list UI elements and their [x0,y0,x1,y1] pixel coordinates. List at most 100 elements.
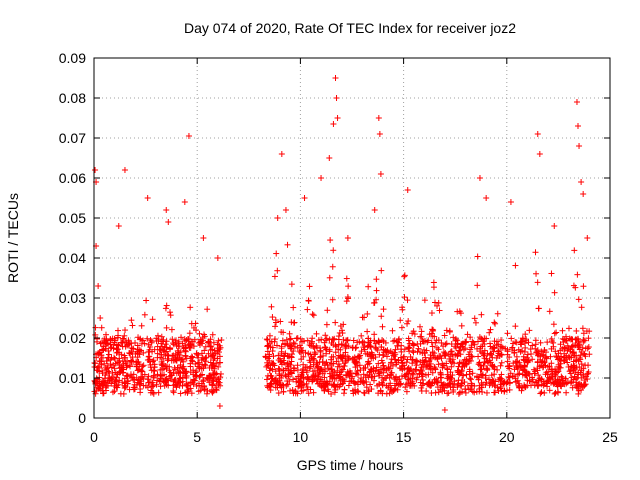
data-point [265,384,272,391]
data-point [375,338,382,345]
data-point [310,312,317,319]
data-point [349,344,356,351]
data-point [422,371,429,378]
data-point [116,355,123,362]
data-point [576,354,583,361]
data-point [127,350,134,357]
data-point [267,380,274,387]
data-point [442,350,449,357]
data-point [333,358,340,365]
data-point [197,336,204,343]
data-point [379,323,386,330]
data-point [469,338,476,345]
data-point [438,339,445,346]
data-point [462,360,469,367]
data-point [391,375,398,382]
data-point [286,377,293,384]
data-point [571,352,578,359]
data-point [291,365,298,372]
data-point [192,320,199,327]
data-point [574,271,581,278]
data-point [174,364,181,371]
data-point [410,367,417,374]
data-point [509,345,516,352]
data-point [522,368,529,375]
data-point [145,348,152,355]
data-point [496,374,503,381]
data-point [290,376,297,383]
data-point [275,357,282,364]
data-point [478,372,485,379]
data-point [534,365,541,372]
data-point [368,374,375,381]
data-point-outlier [344,235,351,241]
data-point [330,341,337,348]
data-point [441,351,448,358]
data-point [331,369,338,376]
data-point [324,307,331,314]
data-point [119,358,126,365]
data-point [119,335,126,342]
data-point [321,344,328,351]
data-point [586,328,593,335]
data-point [114,327,121,334]
data-point [524,351,531,358]
data-point [498,351,505,358]
data-point [573,364,580,371]
data-point [144,335,151,342]
data-point [356,362,363,369]
data-point [555,368,562,375]
data-point [444,390,451,397]
data-point [201,361,208,368]
data-point [187,363,194,370]
data-point [318,384,325,391]
data-point [501,378,508,385]
data-points [91,75,593,413]
data-point [375,360,382,367]
data-point [570,367,577,374]
data-point [421,338,428,345]
data-point [370,377,377,384]
data-point [580,336,587,343]
data-point [463,338,470,345]
axis-ticks: 0 0.01 0.02 0.03 0.04 0.05 0.06 0.07 0.08 0.09 0 5 1… [59,50,618,445]
data-point [458,322,465,329]
data-point [121,382,128,389]
data-point [448,363,455,370]
data-point [326,274,333,281]
data-point [293,335,300,342]
data-point [380,306,387,313]
data-point [284,381,291,388]
data-point [420,359,427,366]
data-point-outlier [578,179,585,185]
data-point [198,340,205,347]
data-point [490,344,497,351]
data-point [519,335,526,342]
data-point [322,337,329,344]
data-point [121,354,128,361]
data-point [127,357,134,364]
x-axis-label: GPS time / hours [297,457,404,473]
data-point [321,368,328,375]
data-point-outlier [95,283,102,289]
data-point [183,355,190,362]
data-point [421,297,428,304]
data-point [479,389,486,396]
data-point [115,381,122,388]
data-point [529,356,536,363]
data-point [129,322,136,329]
data-point [284,241,291,248]
data-point [483,389,490,396]
data-point [383,390,390,397]
y-tick-label: 0.06 [59,170,86,186]
data-point [498,359,505,366]
data-point [492,383,499,390]
data-point [126,362,133,369]
data-point [418,387,425,394]
data-point [569,336,576,343]
data-point [580,365,587,372]
chart-title: Day 074 of 2020, Rate Of TEC Index for r… [184,20,516,36]
data-point [172,339,179,346]
data-point [305,297,312,304]
data-point [469,353,476,360]
